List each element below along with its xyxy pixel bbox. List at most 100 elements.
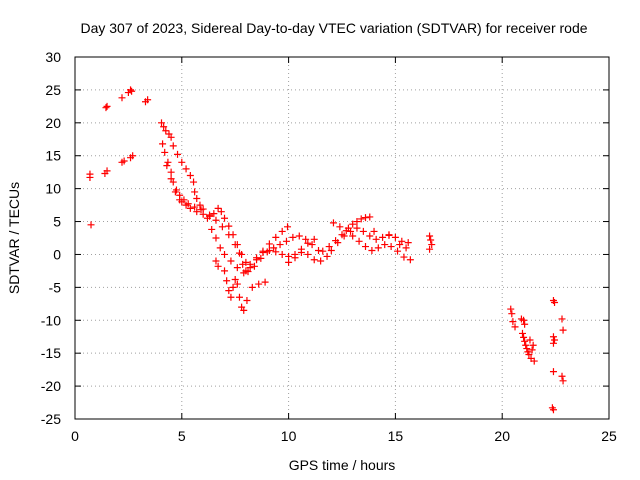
data-point [289, 233, 297, 241]
data-point [549, 406, 557, 414]
data-point [167, 133, 175, 141]
data-point [520, 333, 528, 341]
data-point [182, 201, 190, 209]
data-point [355, 237, 363, 245]
data-point [171, 188, 179, 196]
data-point [212, 216, 220, 224]
data-point [214, 204, 222, 212]
data-point [167, 168, 175, 176]
data-point [129, 152, 137, 160]
y-tick-label: 10 [45, 181, 61, 197]
data-point [549, 368, 557, 376]
data-point [144, 96, 152, 104]
data-point [379, 233, 387, 241]
data-point [284, 223, 292, 231]
data-point [231, 275, 239, 283]
data-point [302, 235, 310, 243]
y-tick-label: 20 [45, 115, 61, 131]
y-axis-title: SDTVAR / TECUs [6, 182, 22, 294]
data-point [161, 148, 169, 156]
data-point [374, 244, 382, 252]
data-point [342, 227, 350, 235]
data-point [317, 257, 325, 265]
x-axis-title: GPS time / hours [289, 457, 396, 473]
data-point [361, 243, 369, 251]
data-point [304, 239, 312, 247]
data-point [558, 372, 566, 380]
y-tick-labels: -25 -20 -15 -10 -5 0 5 10 15 20 25 30 [41, 49, 61, 427]
data-point [244, 268, 252, 276]
data-point [191, 203, 199, 211]
data-point [233, 241, 241, 249]
data-point [558, 315, 566, 323]
data-point [381, 241, 389, 249]
data-point [218, 223, 226, 231]
data-point [233, 264, 241, 272]
data-point [327, 247, 335, 255]
data-point [521, 320, 529, 328]
data-point [233, 280, 241, 288]
data-point [338, 231, 346, 239]
data-point [265, 247, 273, 255]
data-point [508, 310, 516, 318]
data-point [310, 256, 318, 264]
data-point [169, 142, 177, 150]
data-point [521, 337, 529, 345]
data-point [295, 232, 303, 240]
data-point [559, 377, 567, 385]
data-point [227, 257, 235, 265]
data-point [368, 247, 376, 255]
data-point [518, 329, 526, 337]
data-point [238, 250, 246, 258]
data-point [240, 269, 248, 277]
plot-frame [74, 56, 610, 420]
data-point [199, 210, 207, 218]
data-point [127, 86, 135, 94]
data-point [549, 333, 557, 341]
data-point [308, 241, 316, 249]
data-point [336, 223, 344, 231]
data-point [225, 287, 233, 295]
data-point [174, 150, 182, 158]
data-point [87, 221, 95, 229]
data-point [520, 316, 528, 324]
data-point [197, 206, 205, 214]
data-point [229, 283, 237, 291]
data-point [246, 260, 254, 268]
data-point [190, 178, 198, 186]
data-point [353, 218, 361, 226]
data-point [366, 213, 374, 221]
data-point [315, 247, 323, 255]
y-tick-label: -25 [41, 411, 61, 427]
data-point [217, 208, 225, 216]
data-point [243, 297, 251, 305]
data-point [332, 237, 340, 245]
data-point [178, 198, 186, 206]
y-tick-label: 15 [45, 148, 61, 164]
data-point [385, 231, 393, 239]
data-point [265, 240, 273, 248]
data-point [507, 305, 515, 313]
data-point [366, 232, 374, 240]
data-point [427, 236, 435, 244]
x-tick-label: 20 [494, 428, 510, 444]
data-point [216, 244, 224, 252]
data-point [404, 239, 412, 247]
data-point [400, 253, 408, 261]
data-point [325, 243, 333, 251]
data-point [221, 267, 229, 275]
data-point [240, 306, 248, 314]
data-point [361, 214, 369, 222]
y-tick-label: -15 [41, 345, 61, 361]
data-point [102, 104, 110, 112]
data-point [370, 227, 378, 235]
y-tick-label: -20 [41, 378, 61, 394]
data-point [523, 345, 531, 353]
data-point [391, 233, 399, 241]
data-point [329, 219, 337, 227]
data-point [428, 241, 436, 249]
data-point [128, 87, 136, 95]
data-point [242, 258, 250, 266]
data-point [191, 188, 199, 196]
data-point [229, 231, 237, 239]
